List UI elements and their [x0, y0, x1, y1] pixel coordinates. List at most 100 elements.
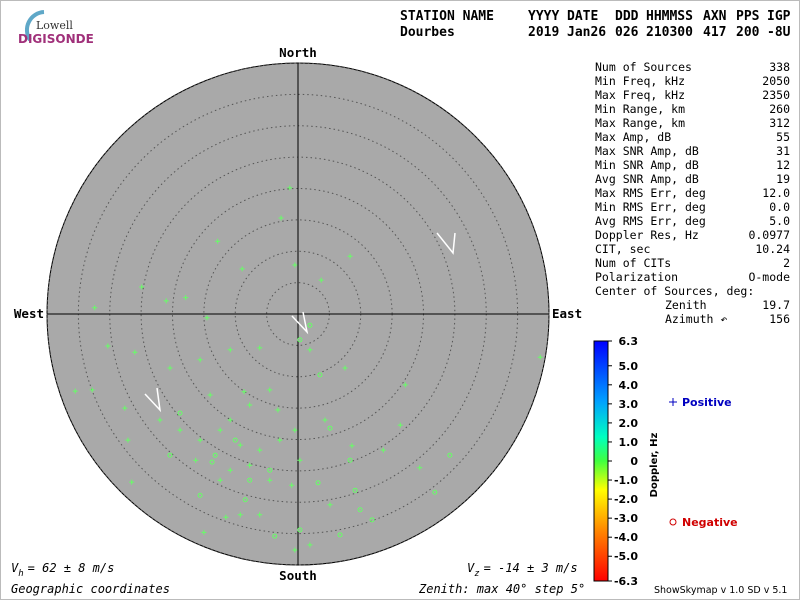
source-plus: [72, 388, 78, 394]
source-plus: [163, 298, 169, 304]
source-circle: [317, 372, 323, 378]
vh-text: = 62 ± 8 m/s: [28, 561, 115, 575]
source-plus: [89, 387, 95, 393]
source-circle: [315, 480, 321, 486]
source-circle: [209, 459, 215, 465]
stat-label: Min RMS Err, deg: [595, 200, 706, 214]
vz-text: = -14 ± 3 m/s: [484, 561, 578, 575]
source-plus: [237, 512, 243, 518]
header-value: 417: [703, 25, 726, 40]
stat-value: 12: [776, 158, 790, 172]
center-title: Center of Sources, deg:: [595, 284, 754, 298]
wind-glyph: [144, 387, 162, 413]
source-plus: [227, 347, 233, 353]
source-circle: [352, 487, 358, 493]
colorbar-label: 3.0: [619, 398, 639, 411]
stat-label: Max RMS Err, deg: [595, 186, 706, 200]
source-circle: [307, 322, 313, 328]
stat-label: Doppler Res, Hz: [595, 228, 699, 242]
source-plus: [402, 382, 408, 388]
source-circle: [197, 492, 203, 498]
stat-label: Avg RMS Err, deg: [595, 214, 706, 228]
source-plus: [257, 447, 263, 453]
stat-label: Min Freq, kHz: [595, 74, 685, 88]
source-plus: [241, 389, 247, 395]
source-plus: [215, 238, 221, 244]
colorbar-title: Doppler, Hz: [649, 433, 660, 498]
stat-value: 12.0: [762, 186, 790, 200]
source-plus: [278, 215, 284, 221]
version: ShowSkymap v 1.0 SD v 5.1: [654, 585, 787, 596]
source-plus: [380, 447, 386, 453]
wind-glyph: [291, 311, 309, 335]
source-plus: [167, 365, 173, 371]
source-plus: [287, 185, 293, 191]
source-plus: [105, 343, 111, 349]
header-value: 200: [736, 25, 760, 40]
source-plus: [292, 427, 298, 433]
source-plus: [139, 284, 145, 290]
source-plus: [217, 427, 223, 433]
source-plus: [125, 437, 131, 443]
zenith-note: Zenith: max 40° step 5°: [418, 582, 585, 596]
header-value: Jan26: [567, 25, 606, 40]
stat-value: O-mode: [748, 270, 790, 284]
source-plus: [297, 457, 303, 463]
header-column: STATION NAME: [400, 9, 494, 24]
source-plus: [307, 542, 313, 548]
header-value: 210300: [646, 25, 693, 40]
header-column: HHMMSS: [646, 9, 693, 24]
source-circle: [369, 517, 375, 523]
stat-value: 5.0: [769, 214, 790, 228]
source-circle: [357, 507, 363, 513]
source-plus: [307, 347, 313, 353]
colorbar-label: -4.0: [614, 531, 638, 544]
source-plus: [217, 477, 223, 483]
source-circle: [337, 532, 343, 538]
source-plus: [349, 443, 355, 449]
source-plus: [417, 465, 423, 471]
colorbar-label: -6.3: [614, 575, 638, 588]
source-plus: [318, 277, 324, 283]
stat-value: 338: [769, 60, 790, 74]
stat-label: Num of Sources: [595, 60, 692, 74]
source-plus: [227, 417, 233, 423]
stat-value: 0.0: [769, 200, 790, 214]
source-plus: [183, 295, 189, 301]
stat-label: Max SNR Amp, dB: [595, 144, 699, 158]
colorbar-label: -2.0: [614, 493, 638, 506]
source-plus: [201, 529, 207, 535]
dir-east: East: [552, 306, 582, 321]
legend-label: Positive: [682, 396, 732, 409]
stat-value: 0.0977: [748, 228, 790, 242]
colorbar-label: 0: [630, 455, 638, 468]
source-plus: [289, 482, 295, 488]
source-plus: [347, 253, 353, 259]
source-plus: [177, 427, 183, 433]
dir-north: North: [279, 45, 317, 60]
source-circle: [297, 527, 303, 533]
source-plus: [327, 502, 333, 508]
source-plus: [397, 422, 403, 428]
stat-label: Avg SNR Amp, dB: [595, 172, 699, 186]
source-plus: [292, 262, 298, 268]
stat-label: CIT, sec: [595, 242, 650, 256]
source-circle: [242, 497, 248, 503]
legend-circle: [669, 518, 677, 526]
source-plus: [277, 437, 283, 443]
source-plus: [193, 457, 199, 463]
source-plus: [267, 477, 273, 483]
stat-value: 312: [769, 116, 790, 130]
center-label: Azimuth ↶: [665, 312, 727, 326]
legend-label: Negative: [682, 516, 738, 529]
stat-value: 2350: [762, 88, 790, 102]
source-plus: [237, 442, 243, 448]
logo-arc: [24, 10, 45, 42]
source-plus: [257, 345, 263, 351]
header-column: IGP: [767, 9, 791, 24]
source-circle: [327, 425, 333, 431]
source-plus: [223, 514, 229, 520]
header-column: AXN: [703, 9, 727, 24]
source-plus: [292, 547, 298, 553]
